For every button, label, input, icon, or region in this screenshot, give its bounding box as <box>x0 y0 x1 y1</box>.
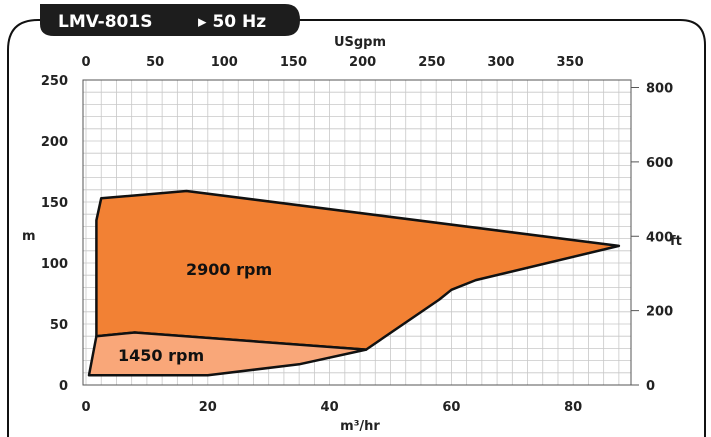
x-top-axis-label: USgpm <box>334 35 386 50</box>
x-bottom-tick-label: 60 <box>442 400 460 415</box>
axis-ticks: 0 20 40 60 800 50 100 150 200 250 300 3500501001502… <box>41 55 673 415</box>
x-bottom-tick-label: 20 <box>199 400 217 415</box>
frequency-title: ▸ 50 Hz <box>198 12 266 32</box>
x-bottom-tick-label: 40 <box>321 400 339 415</box>
x-top-tick-label: 0 <box>81 55 90 70</box>
x-top-tick-label: 100 <box>211 55 238 70</box>
x-top-tick-label: 350 <box>556 55 583 70</box>
performance-areas <box>87 189 621 377</box>
area-series-1 <box>87 331 368 377</box>
x-bottom-tick-label: 80 <box>564 400 582 415</box>
y-right-tick-label: 400 <box>646 230 673 245</box>
x-top-tick-label: 200 <box>349 55 376 70</box>
plot-border <box>82 79 632 386</box>
y-left-tick-label: 0 <box>59 379 68 394</box>
y-left-tick-label: 100 <box>41 257 68 272</box>
area-series-0 <box>95 189 621 351</box>
series-label-1450: 1450 rpm <box>118 346 204 365</box>
x-top-tick-label: 250 <box>418 55 445 70</box>
x-top-tick-label: 300 <box>487 55 514 70</box>
series-label-2900: 2900 rpm <box>186 260 272 279</box>
y-left-axis-label: m <box>22 229 36 244</box>
y-left-tick-label: 250 <box>41 74 68 89</box>
y-left-tick-label: 200 <box>41 135 68 150</box>
y-right-tick-label: 600 <box>646 156 673 171</box>
model-title: LMV-801S <box>58 12 152 32</box>
y-right-tick-label: 0 <box>646 379 655 394</box>
y-right-tick-label: 200 <box>646 305 673 320</box>
y-left-tick-label: 50 <box>50 318 68 333</box>
y-right-axis-label: ft <box>670 234 682 249</box>
x-bottom-axis-label: m³/hr <box>340 419 380 434</box>
title-badge: LMV-801S ▸ 50 Hz <box>40 4 300 36</box>
x-bottom-tick-label: 0 <box>81 400 90 415</box>
x-top-tick-label: 50 <box>146 55 164 70</box>
x-top-tick-label: 150 <box>280 55 307 70</box>
chart-frame <box>7 19 706 437</box>
y-right-tick-label: 800 <box>646 82 673 97</box>
y-left-tick-label: 150 <box>41 196 68 211</box>
